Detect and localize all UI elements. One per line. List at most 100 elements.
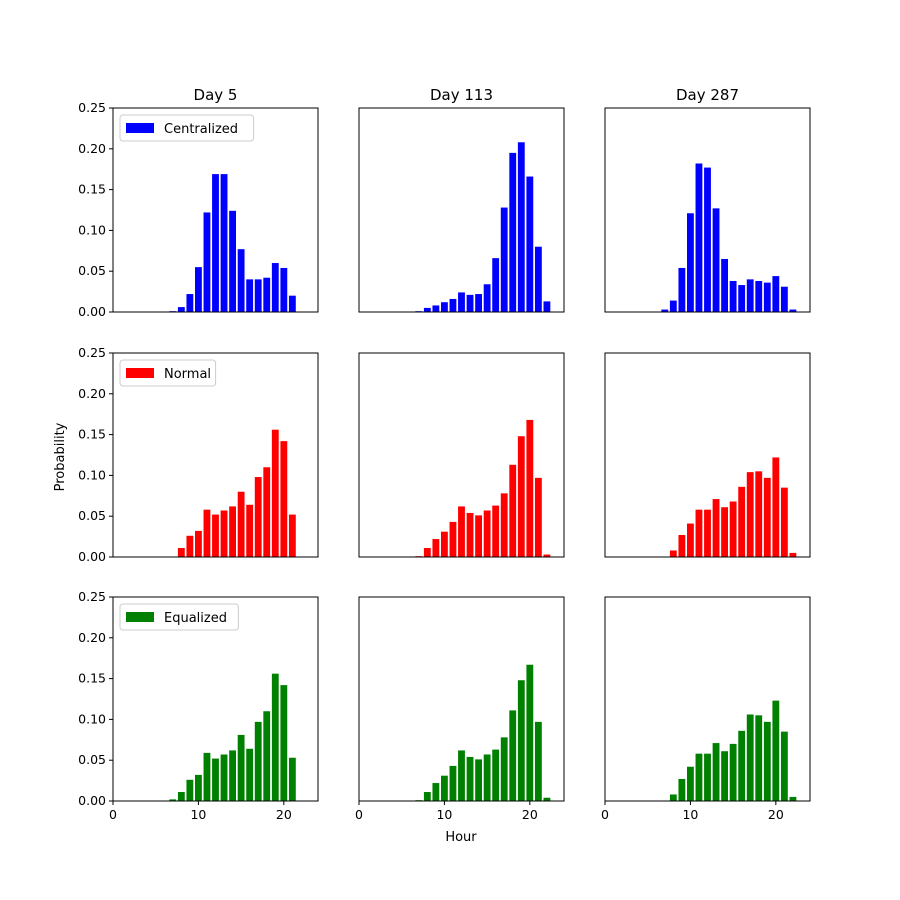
y-tick-label: 0.25 — [78, 345, 106, 360]
bar — [492, 749, 500, 801]
bar — [738, 285, 746, 312]
y-tick-label: 0.10 — [78, 222, 106, 237]
legend-centralized: Centralized — [119, 114, 255, 142]
bar — [772, 700, 780, 801]
legend-equalized: Equalized — [119, 603, 239, 631]
bar — [780, 286, 788, 312]
axes-frame — [112, 107, 319, 313]
bar — [509, 710, 517, 801]
legend-box — [119, 359, 217, 387]
bar — [721, 751, 728, 801]
bar — [246, 504, 254, 557]
legend-box — [119, 603, 239, 631]
bar — [475, 515, 482, 557]
bar — [458, 506, 465, 557]
bar — [423, 307, 431, 312]
y-tick-label: 0.25 — [78, 589, 106, 604]
bar — [195, 267, 202, 312]
bar — [271, 263, 279, 312]
bar — [177, 792, 185, 801]
bar — [738, 730, 746, 801]
bar — [712, 743, 720, 801]
bar — [704, 167, 711, 312]
bar — [280, 441, 288, 557]
bar — [177, 307, 185, 312]
bar — [229, 750, 236, 801]
y-tick-label: 0.05 — [78, 508, 106, 523]
bar — [678, 778, 686, 801]
bar — [543, 301, 551, 312]
legend-swatch — [126, 368, 154, 378]
axes-frame — [358, 596, 565, 802]
bar — [432, 783, 440, 801]
bar — [483, 754, 491, 801]
x-tick-label: 20 — [522, 807, 538, 822]
bar — [441, 302, 448, 312]
bar — [789, 552, 797, 557]
bar — [271, 673, 279, 801]
bar — [475, 759, 482, 801]
legend-normal: Normal — [119, 359, 217, 387]
bar — [772, 457, 780, 557]
panel-normal-day-113 — [358, 352, 565, 558]
bar — [212, 758, 219, 801]
x-tick-label: 0 — [601, 807, 609, 822]
bar — [449, 521, 457, 557]
axes-frame — [604, 596, 811, 802]
bar — [755, 280, 763, 312]
bar — [517, 142, 525, 312]
bar — [763, 477, 771, 557]
bar — [449, 298, 457, 312]
bar — [721, 258, 728, 312]
panel-centralized-day-287: Day 287 — [604, 86, 811, 313]
axes-frame — [358, 352, 565, 558]
bar — [466, 512, 474, 557]
axes-frame — [112, 596, 319, 802]
bar — [203, 509, 211, 557]
bar — [475, 294, 482, 312]
panel-normal-day-5: 0.00 0.05 0.10 0.15 0.20 0.25 Normal — [78, 345, 319, 564]
bar — [186, 535, 194, 557]
column-title: Day 287 — [676, 86, 739, 104]
bar — [669, 550, 677, 557]
bar — [500, 207, 508, 312]
x-tick-label: 10 — [190, 807, 206, 822]
bar — [441, 531, 448, 557]
bar — [254, 477, 262, 557]
y-tick-label: 0.10 — [78, 467, 106, 482]
bar — [526, 664, 534, 801]
bar — [280, 685, 288, 801]
bar — [246, 279, 254, 312]
y-tick-label: 0.00 — [78, 304, 106, 319]
bar — [195, 530, 202, 557]
bar — [288, 295, 296, 312]
bar — [729, 280, 737, 312]
bar — [721, 507, 728, 557]
bar — [526, 176, 534, 312]
bar — [288, 514, 296, 557]
bar — [704, 509, 711, 557]
bar — [712, 499, 720, 557]
bar — [500, 737, 508, 801]
y-tick-label: 0.00 — [78, 549, 106, 564]
y-axis-label: Probability — [53, 422, 68, 491]
bar — [661, 309, 669, 312]
bar — [543, 554, 551, 557]
bar — [237, 734, 245, 801]
bar — [220, 510, 228, 557]
bar — [746, 714, 754, 801]
bar — [789, 796, 797, 801]
bar — [492, 505, 500, 557]
bar — [449, 765, 457, 801]
bar — [186, 779, 194, 801]
bar — [669, 300, 677, 312]
bar — [177, 548, 185, 557]
legend-box — [119, 114, 255, 142]
legend-swatch — [126, 612, 154, 622]
bar — [220, 754, 228, 801]
bar — [288, 757, 296, 801]
bar — [466, 756, 474, 801]
bar — [203, 212, 211, 312]
legend-label: Equalized — [164, 611, 227, 626]
